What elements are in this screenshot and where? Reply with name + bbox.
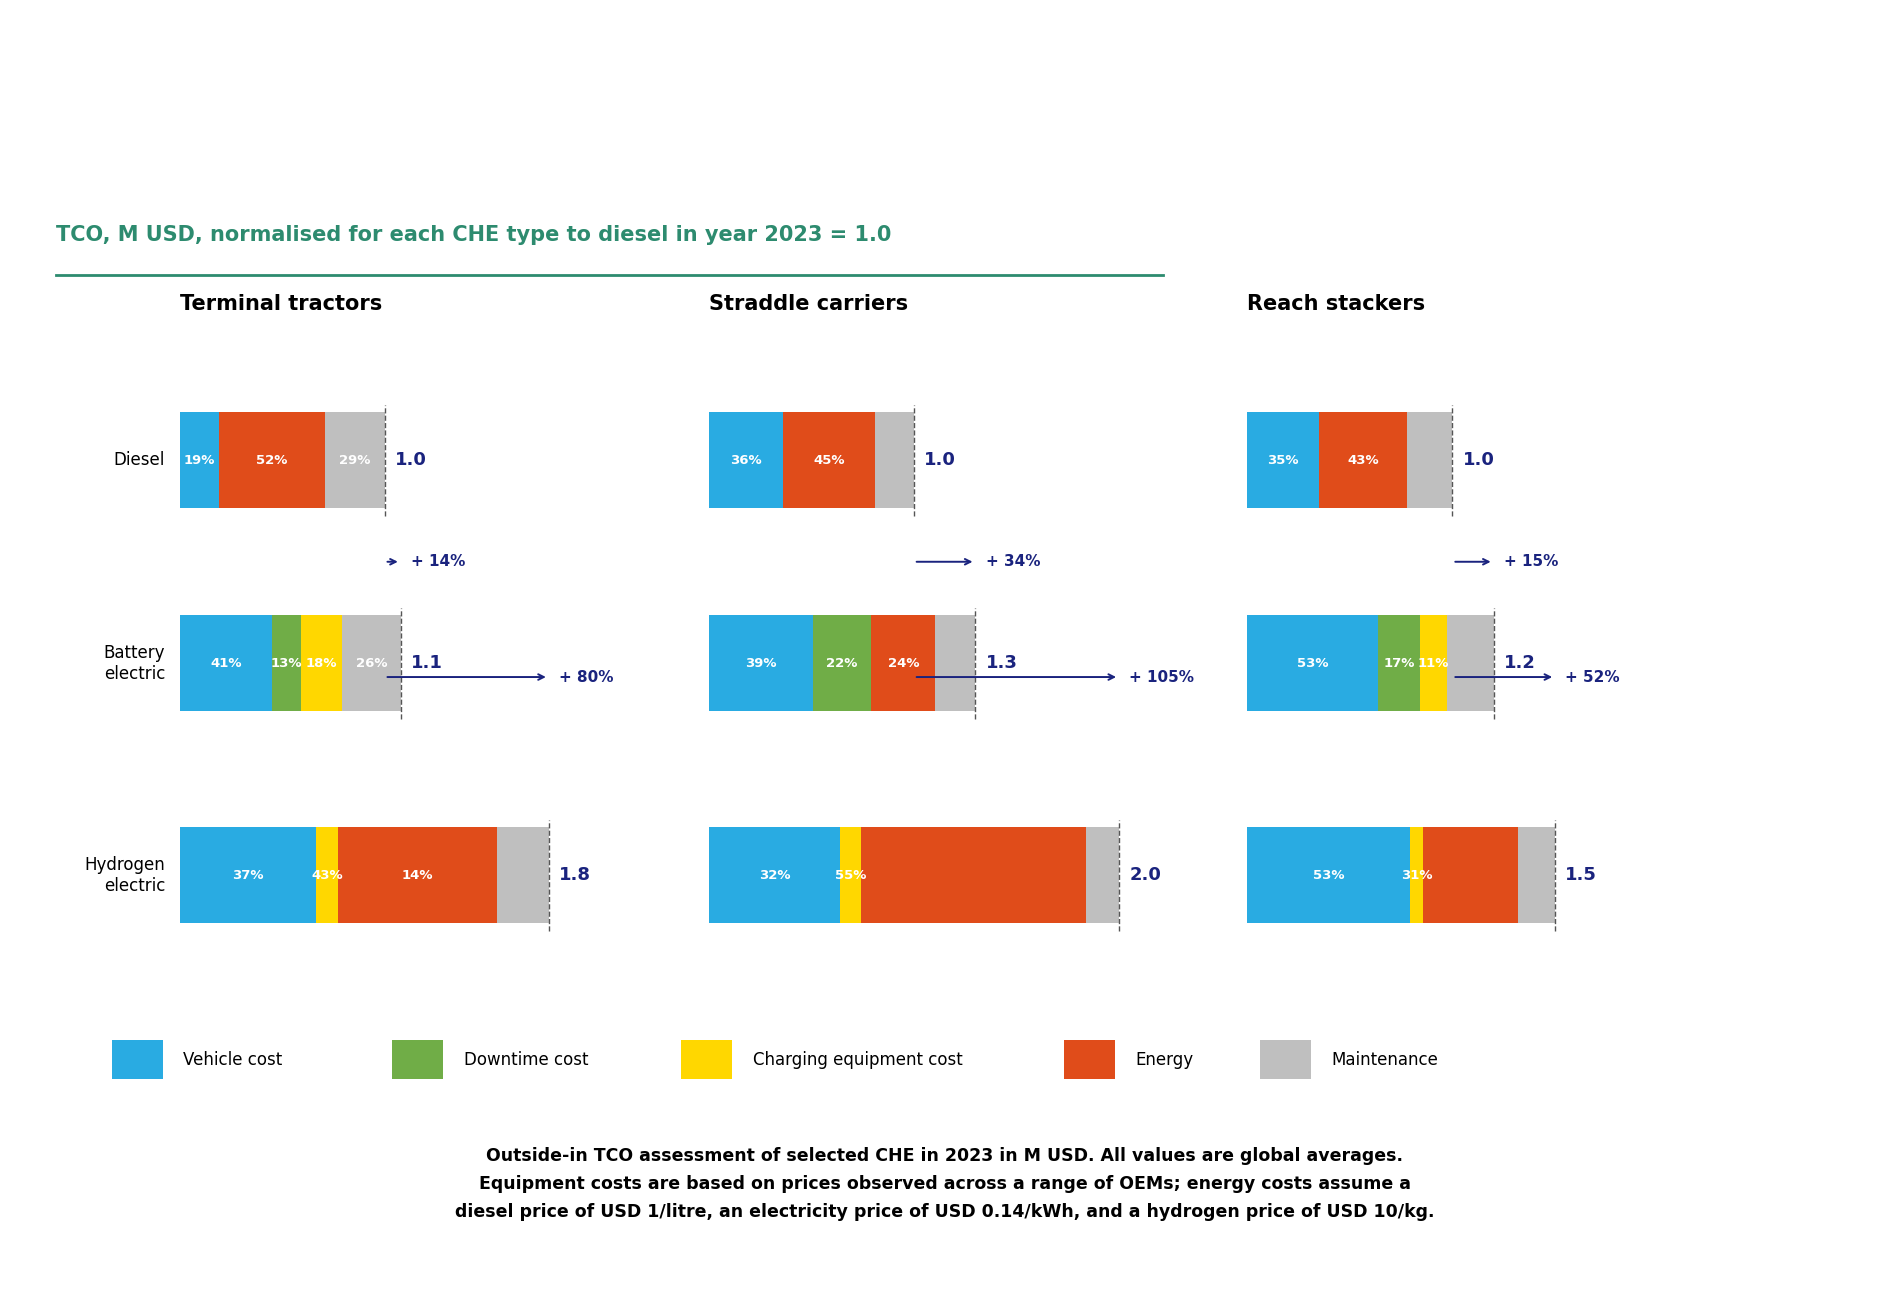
Bar [497, 827, 548, 923]
Text: 36%: 36% [729, 454, 761, 467]
Text: 53%: 53% [1296, 657, 1328, 670]
Bar [812, 616, 871, 712]
Text: Hydrogen
electric: Hydrogen electric [85, 855, 164, 894]
Bar [708, 616, 812, 712]
Text: 14%: 14% [402, 868, 433, 881]
Bar [708, 412, 782, 508]
Text: Outside-in TCO assessment of selected CHE in 2023 in M USD. All values are globa: Outside-in TCO assessment of selected CH… [455, 1147, 1434, 1221]
Text: 31%: 31% [1400, 868, 1432, 881]
Bar [1260, 1041, 1311, 1080]
Text: Vehicle cost: Vehicle cost [183, 1051, 281, 1069]
Text: Downtime cost: Downtime cost [463, 1051, 587, 1069]
Text: + 52%: + 52% [1564, 670, 1619, 684]
Text: + 34%: + 34% [984, 555, 1039, 569]
Text: 43%: 43% [1347, 454, 1379, 467]
Text: 18%: 18% [306, 657, 338, 670]
Text: 1.1: 1.1 [410, 654, 442, 673]
Bar [1377, 616, 1419, 712]
Bar [680, 1041, 733, 1080]
Text: 39%: 39% [744, 657, 776, 670]
Bar [315, 827, 338, 923]
Text: + 15%: + 15% [1504, 555, 1557, 569]
Bar [393, 1041, 442, 1080]
Text: Straddle carriers: Straddle carriers [708, 294, 907, 315]
Bar [1419, 616, 1445, 712]
Text: Battery
electric: Battery electric [104, 644, 164, 683]
Text: 26%: 26% [355, 657, 387, 670]
Bar [1445, 616, 1492, 712]
Bar [338, 827, 497, 923]
Bar [871, 616, 935, 712]
Text: 1.5: 1.5 [1564, 866, 1596, 884]
Bar [179, 827, 315, 923]
Bar [839, 827, 859, 923]
Text: Reach stackers: Reach stackers [1247, 294, 1424, 315]
Text: + 105%: + 105% [1128, 670, 1194, 684]
Text: 13%: 13% [270, 657, 302, 670]
Text: 41%: 41% [210, 657, 242, 670]
Bar [1409, 827, 1422, 923]
Bar [935, 616, 975, 712]
Text: Energy: Energy [1135, 1051, 1194, 1069]
Text: 55%: 55% [835, 868, 865, 881]
Bar [325, 412, 385, 508]
Text: 35%: 35% [1268, 454, 1298, 467]
Text: 1.3: 1.3 [984, 654, 1016, 673]
Text: 1.0: 1.0 [395, 451, 427, 469]
Text: + 14%: + 14% [410, 555, 465, 569]
Bar [1247, 827, 1409, 923]
Bar [179, 616, 272, 712]
Bar [1064, 1041, 1115, 1080]
Text: TCO, M USD, normalised for each CHE type to diesel in year 2023 = 1.0: TCO, M USD, normalised for each CHE type… [57, 226, 892, 245]
Bar [1247, 412, 1319, 508]
Bar [1319, 412, 1407, 508]
Bar [219, 412, 325, 508]
Text: 1.0: 1.0 [1462, 451, 1494, 469]
Bar [1407, 412, 1453, 508]
Bar [1247, 616, 1377, 712]
Text: 1.2: 1.2 [1504, 654, 1536, 673]
Bar [708, 827, 839, 923]
Bar [179, 412, 219, 508]
Text: 19%: 19% [183, 454, 215, 467]
Text: 17%: 17% [1383, 657, 1413, 670]
Text: + 80%: + 80% [559, 670, 614, 684]
Text: Terminal tractors: Terminal tractors [179, 294, 382, 315]
Text: Charging equipment cost: Charging equipment cost [752, 1051, 962, 1069]
Text: 45%: 45% [812, 454, 844, 467]
Bar [272, 616, 300, 712]
Text: 29%: 29% [338, 454, 370, 467]
Bar [875, 412, 914, 508]
Bar [859, 827, 1086, 923]
Text: 53%: 53% [1313, 868, 1343, 881]
Text: 32%: 32% [757, 868, 790, 881]
Text: 43%: 43% [312, 868, 342, 881]
Bar [1086, 827, 1118, 923]
Text: 1.8: 1.8 [559, 866, 591, 884]
Text: 22%: 22% [825, 657, 858, 670]
Bar [111, 1041, 162, 1080]
Text: 11%: 11% [1417, 657, 1449, 670]
Text: 24%: 24% [888, 657, 918, 670]
Text: 1.0: 1.0 [924, 451, 956, 469]
Bar [300, 616, 342, 712]
Bar [782, 412, 875, 508]
Text: Maintenance: Maintenance [1330, 1051, 1438, 1069]
Text: 2.0: 2.0 [1128, 866, 1160, 884]
Text: Box 2: TCO comparison across diesel, battery-electric and
hydrogen-electric CHE: Box 2: TCO comparison across diesel, bat… [42, 49, 1268, 131]
Text: 52%: 52% [257, 454, 287, 467]
Text: Diesel: Diesel [113, 451, 164, 469]
Bar [1517, 827, 1555, 923]
Text: 37%: 37% [232, 868, 263, 881]
Bar [342, 616, 400, 712]
Bar [1422, 827, 1517, 923]
